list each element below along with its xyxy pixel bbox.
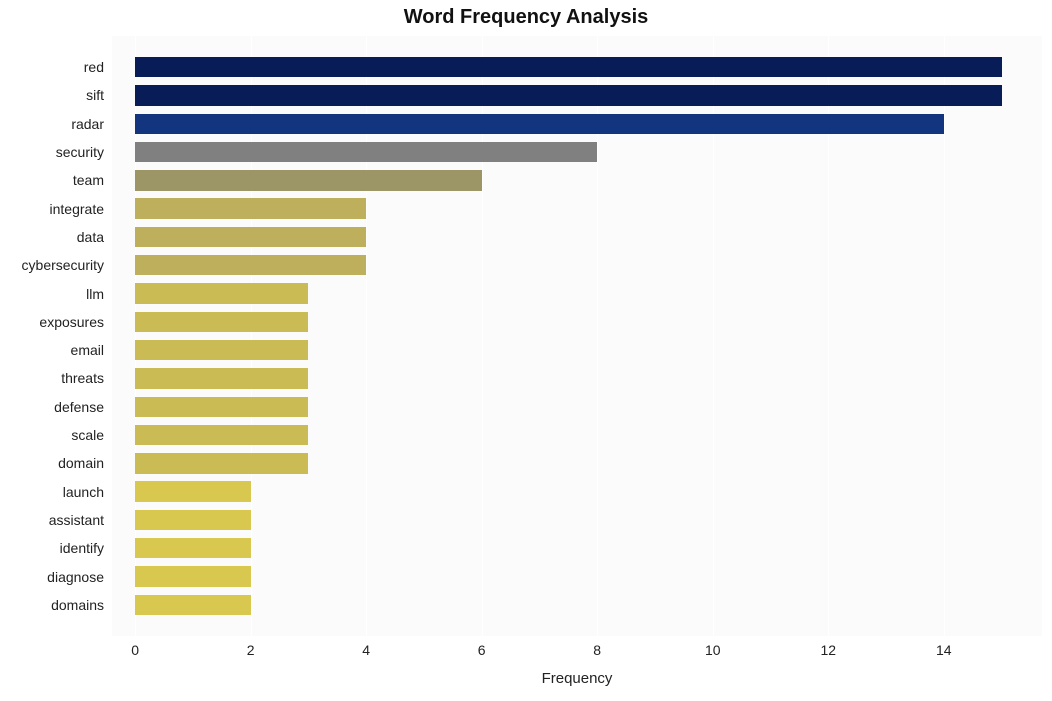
bar [135, 510, 251, 530]
x-tick-label: 2 [247, 642, 255, 658]
y-tick-label: identify [0, 540, 104, 556]
bar [135, 481, 251, 501]
y-tick-label: cybersecurity [0, 257, 104, 273]
y-tick-label: threats [0, 370, 104, 386]
bar [135, 114, 944, 134]
bar [135, 368, 308, 388]
bar [135, 198, 366, 218]
x-tick-label: 4 [362, 642, 370, 658]
bar [135, 595, 251, 615]
bar [135, 255, 366, 275]
y-tick-label: assistant [0, 512, 104, 528]
x-axis-label: Frequency [112, 670, 1042, 687]
bar [135, 425, 308, 445]
bar [135, 538, 251, 558]
y-tick-label: sift [0, 87, 104, 103]
bar [135, 85, 1001, 105]
x-tick-label: 0 [131, 642, 139, 658]
chart-container: Word Frequency Analysis Frequency 0 2 4 6 8 1… [0, 0, 1052, 701]
x-tick-label: 12 [820, 642, 836, 658]
gridline [944, 36, 945, 636]
y-tick-label: domains [0, 597, 104, 613]
y-tick-label: exposures [0, 314, 104, 330]
y-tick-label: integrate [0, 201, 104, 217]
y-tick-label: domain [0, 455, 104, 471]
chart-title: Word Frequency Analysis [0, 6, 1052, 29]
plot-area [112, 36, 1042, 636]
y-tick-label: email [0, 342, 104, 358]
x-tick-label: 14 [936, 642, 952, 658]
bar [135, 170, 482, 190]
bar [135, 566, 251, 586]
x-tick-label: 10 [705, 642, 721, 658]
bar [135, 312, 308, 332]
y-tick-label: defense [0, 399, 104, 415]
bar [135, 340, 308, 360]
y-tick-label: red [0, 59, 104, 75]
y-tick-label: scale [0, 427, 104, 443]
y-tick-label: data [0, 229, 104, 245]
y-tick-label: launch [0, 484, 104, 500]
y-tick-label: radar [0, 116, 104, 132]
bar [135, 142, 597, 162]
bar [135, 227, 366, 247]
bar [135, 453, 308, 473]
y-tick-label: team [0, 172, 104, 188]
x-tick-label: 6 [478, 642, 486, 658]
y-tick-label: security [0, 144, 104, 160]
y-tick-label: llm [0, 286, 104, 302]
bar [135, 397, 308, 417]
bar [135, 283, 308, 303]
y-tick-label: diagnose [0, 569, 104, 585]
bar [135, 57, 1001, 77]
x-tick-label: 8 [593, 642, 601, 658]
